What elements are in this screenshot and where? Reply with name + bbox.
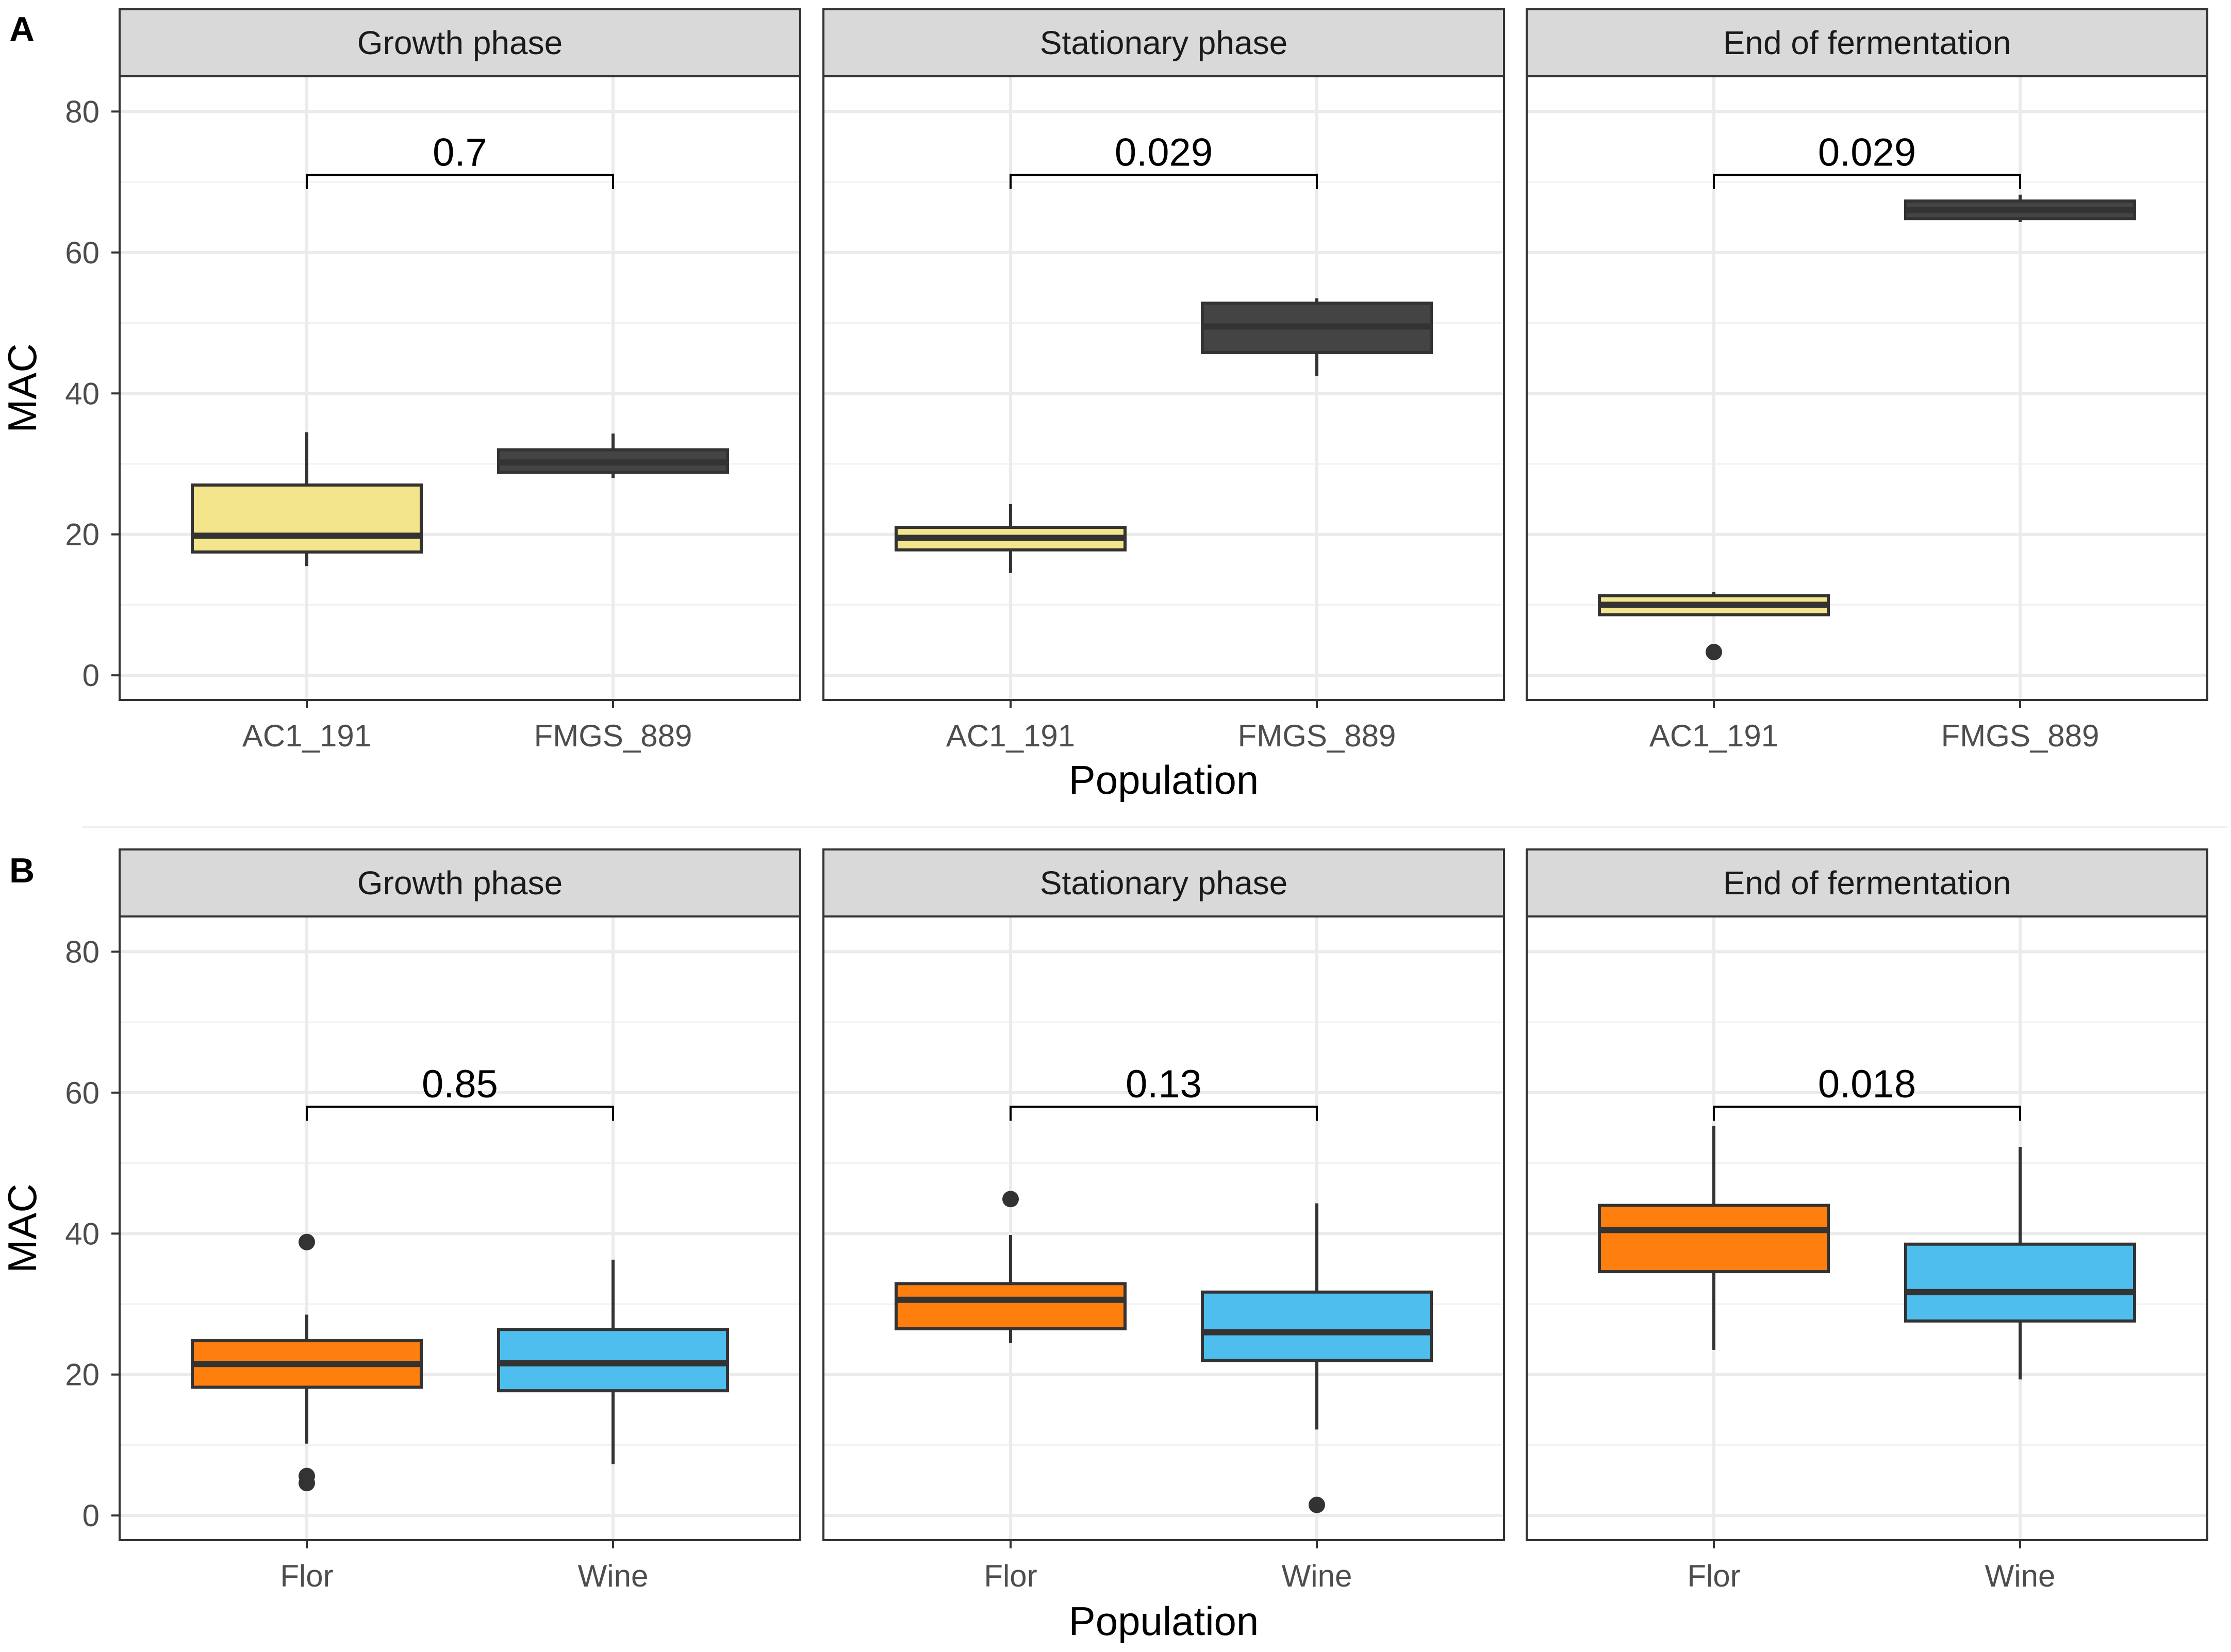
y-tick-label: 80 [65, 935, 100, 969]
facet-growth-phase: Growth phase AC1_191 FMGS_889 0.7 [119, 8, 801, 753]
panel-border [1526, 915, 2208, 1541]
p-value-label: 0.029 [1818, 130, 1916, 174]
y-axis-title: MAC [0, 1183, 45, 1273]
significance-bracket [1713, 174, 2021, 189]
box-flor: Flor [1598, 1126, 1830, 1593]
x-tick-label: Wine [1985, 1559, 2056, 1593]
box-body [1904, 1242, 2136, 1323]
box-ac1-191: AC1_191 [1598, 592, 1830, 753]
significance-bracket [1010, 1106, 1318, 1121]
box-ac1-191: AC1_191 [191, 432, 423, 753]
significance-bracket [306, 1106, 614, 1121]
y-tick-label: 20 [65, 1358, 100, 1392]
facet-strip [119, 8, 801, 77]
x-tick-label: Wine [578, 1559, 649, 1593]
panel-border [1526, 75, 2208, 701]
panel-letter: A [9, 10, 35, 49]
significance-bracket [1713, 1106, 2021, 1121]
x-tick-label: FMGS_889 [534, 719, 692, 753]
plot-background [120, 916, 800, 1540]
facet-title: Stationary phase [1040, 864, 1287, 902]
box-fmgs-889: FMGS_889 [497, 433, 729, 753]
x-axis-title: Population [1069, 757, 1259, 803]
x-tick-label: Flor [984, 1559, 1037, 1593]
x-axis-title: Population [1069, 1598, 1259, 1644]
x-tick-label: FMGS_889 [1941, 719, 2100, 753]
facet-strip [1526, 848, 2208, 917]
facet-stationary-phase: Stationary phase AC1_191 FMGS_889 0.029 [822, 8, 1505, 753]
panel-border [119, 915, 801, 1541]
y-tick-label: 0 [82, 658, 100, 693]
plot-background [823, 916, 1504, 1540]
x-tick-label: Flor [280, 1559, 333, 1593]
x-tick-label: AC1_191 [242, 719, 371, 753]
facet-growth-phase: Growth phase Flor Wine 0.85 [119, 848, 801, 1593]
p-value-label: 0.85 [422, 1062, 498, 1106]
x-tick-label: FMGS_889 [1238, 719, 1396, 753]
y-tick-label: 60 [65, 1076, 100, 1110]
box-body [497, 1328, 729, 1393]
box-body [1598, 1204, 1830, 1274]
y-tick-label: 60 [65, 236, 100, 270]
p-value-label: 0.7 [433, 130, 487, 174]
x-tick-label: AC1_191 [946, 719, 1075, 753]
panel-border [822, 75, 1505, 701]
panel-border [822, 915, 1505, 1541]
y-tick-label: 80 [65, 94, 100, 129]
outlier-point [1706, 644, 1722, 661]
plot-background [823, 76, 1504, 700]
chart-panel-b: B MAC 0 20 40 60 80 Population Growth phase Flor W… [0, 848, 2208, 1644]
box-flor: Flor [895, 1191, 1127, 1593]
chart-panel-a: A MAC 0 20 40 60 80 Population Growth phase AC1_1… [0, 8, 2208, 803]
box-wine: Wine [497, 1259, 729, 1593]
facet-strip [119, 848, 801, 917]
y-axis-title: MAC [0, 343, 45, 432]
outlier-point [1309, 1496, 1325, 1513]
p-value-label: 0.029 [1115, 130, 1213, 174]
box-fmgs-889: FMGS_889 [1904, 194, 2136, 753]
y-tick-label: 0 [82, 1498, 100, 1533]
p-value-label: 0.13 [1126, 1062, 1202, 1106]
y-tick-label: 40 [65, 376, 100, 411]
facet-end-of-fermentation: End of fermentation AC1_191 FMGS_889 0.029 [1526, 8, 2208, 753]
y-tick-label: 20 [65, 518, 100, 552]
facet-title: Growth phase [357, 24, 563, 61]
panel-border [119, 75, 801, 701]
p-value-label: 0.018 [1818, 1062, 1916, 1106]
facet-end-of-fermentation: End of fermentation Flor Wine 0.018 [1526, 848, 2208, 1593]
facet-title: End of fermentation [1723, 24, 2011, 61]
panel-letter: B [9, 851, 35, 890]
box-body [191, 483, 423, 554]
facet-title: Stationary phase [1040, 24, 1287, 61]
box-fmgs-889: FMGS_889 [1201, 298, 1433, 753]
x-tick-label: Flor [1687, 1559, 1740, 1593]
outlier-point [1002, 1191, 1019, 1208]
box-body [1201, 1290, 1433, 1362]
x-tick-label: AC1_191 [1649, 719, 1778, 753]
box-body [895, 1282, 1127, 1330]
box-wine: Wine [1904, 1147, 2136, 1593]
significance-bracket [306, 174, 614, 189]
facet-stationary-phase: Stationary phase Flor Wine 0.13 [822, 848, 1505, 1593]
significance-bracket [1010, 174, 1318, 189]
box-flor: Flor [191, 1233, 423, 1593]
x-tick-label: Wine [1282, 1559, 1352, 1593]
facet-title: End of fermentation [1723, 864, 2011, 902]
plot-background [120, 76, 800, 700]
outlier-point [299, 1475, 315, 1492]
facet-strip [822, 848, 1505, 917]
box-wine: Wine [1201, 1203, 1433, 1593]
facet-title: Growth phase [357, 864, 563, 902]
y-tick-label: 40 [65, 1216, 100, 1251]
box-ac1-191: AC1_191 [895, 504, 1127, 753]
outlier-point [299, 1233, 315, 1250]
